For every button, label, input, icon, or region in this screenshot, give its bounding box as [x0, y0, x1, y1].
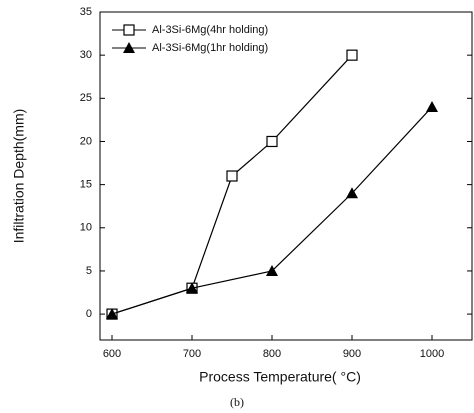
legend-label: Al-3Si-6Mg(4hr holding)	[152, 24, 268, 36]
x-tick-label: 800	[263, 348, 281, 360]
series-line	[111, 54, 353, 315]
marker	[346, 49, 358, 61]
y-tick-label: 5	[86, 265, 92, 277]
y-tick-label: 35	[80, 6, 92, 18]
y-tick-label: 0	[86, 308, 92, 320]
marker	[123, 24, 135, 36]
y-tick-label: 15	[80, 179, 92, 191]
marker	[266, 135, 278, 148]
x-tick-label: 700	[183, 348, 201, 360]
y-axis-title: Infiltration Depth(mm)	[11, 109, 27, 244]
marker	[426, 100, 438, 112]
marker	[123, 42, 135, 53]
x-tick-label: 1000	[420, 348, 444, 360]
marker	[186, 282, 198, 294]
x-tick-label: 900	[343, 348, 361, 360]
plot-frame	[99, 11, 473, 341]
y-tick-label: 10	[80, 222, 92, 234]
caption: (b)	[230, 395, 244, 409]
y-tick-label: 30	[80, 49, 92, 61]
marker	[106, 308, 118, 320]
x-axis-title: Process Temperature( °C)	[199, 369, 361, 385]
marker	[346, 187, 358, 199]
marker	[226, 170, 238, 182]
y-tick-label: 25	[80, 92, 92, 104]
legend-label: Al-3Si-6Mg(1hr holding)	[152, 42, 268, 54]
x-tick-label: 600	[103, 348, 121, 360]
y-tick-label: 20	[80, 135, 92, 147]
marker	[266, 264, 278, 276]
